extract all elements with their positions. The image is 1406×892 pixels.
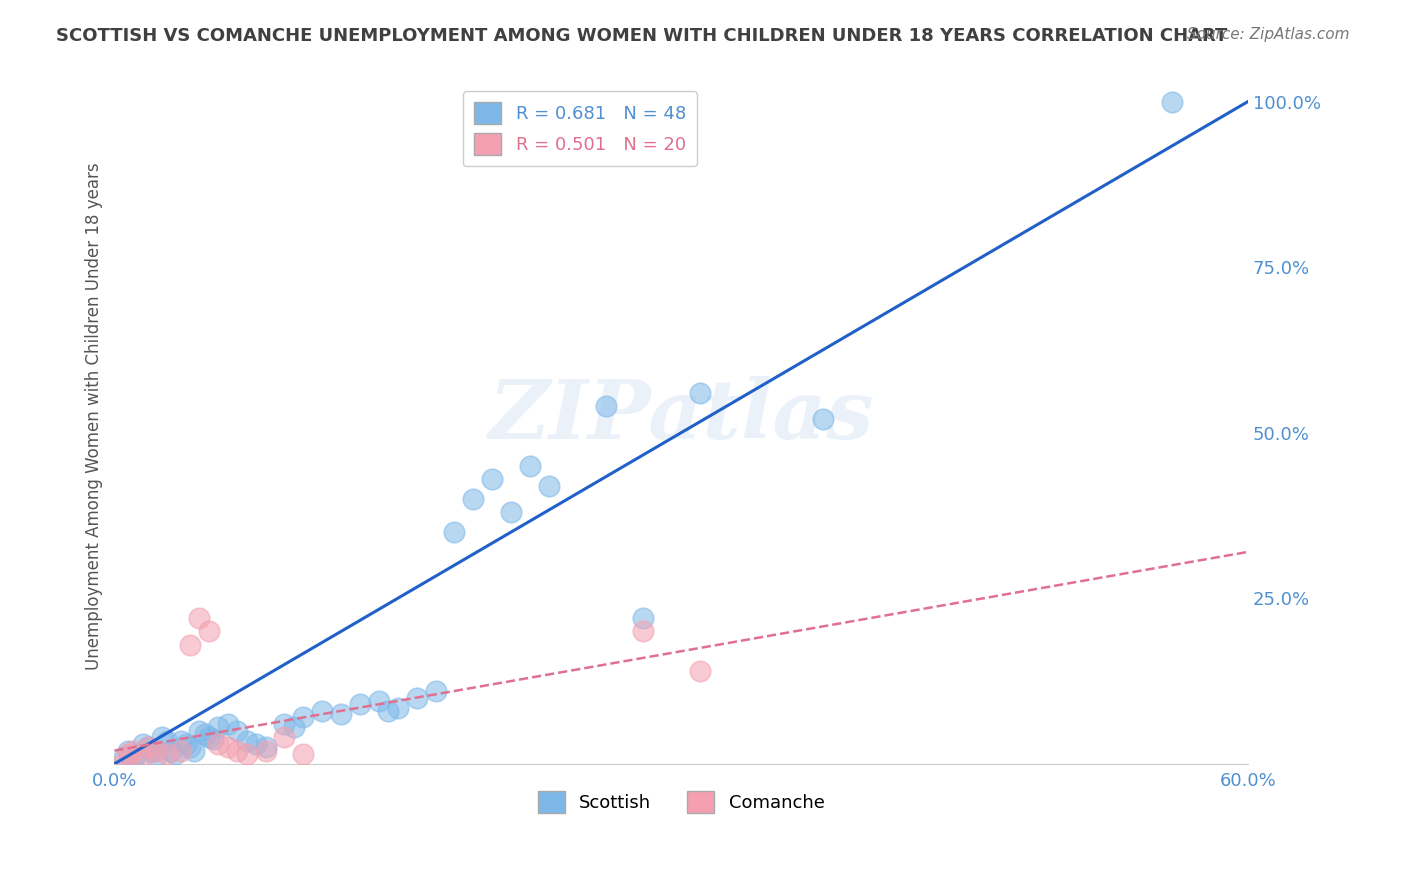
Point	[367, 694, 389, 708]
Point	[217, 740, 239, 755]
Point	[633, 624, 655, 639]
Point	[179, 638, 201, 652]
Point	[501, 505, 523, 519]
Point	[138, 740, 160, 755]
Point	[689, 386, 711, 401]
Point	[537, 479, 560, 493]
Point	[194, 727, 217, 741]
Point	[689, 664, 711, 678]
Point	[235, 733, 257, 747]
Point	[443, 524, 465, 539]
Point	[463, 491, 485, 506]
Point	[145, 743, 167, 757]
Point	[198, 624, 221, 639]
Point	[207, 720, 229, 734]
Point	[519, 458, 541, 473]
Point	[122, 754, 145, 768]
Point	[349, 697, 371, 711]
Y-axis label: Unemployment Among Women with Children Under 18 years: Unemployment Among Women with Children U…	[86, 162, 103, 670]
Point	[292, 747, 315, 761]
Point	[160, 743, 183, 757]
Point	[117, 747, 139, 761]
Point	[207, 737, 229, 751]
Legend: Scottish, Comanche: Scottish, Comanche	[527, 780, 835, 824]
Point	[112, 754, 135, 768]
Point	[245, 737, 267, 751]
Text: ZIPatlas: ZIPatlas	[488, 376, 875, 456]
Point	[132, 737, 155, 751]
Point	[183, 743, 205, 757]
Point	[198, 731, 221, 745]
Point	[273, 731, 295, 745]
Point	[156, 747, 179, 761]
Point	[387, 700, 409, 714]
Point	[117, 743, 139, 757]
Text: Source: ZipAtlas.com: Source: ZipAtlas.com	[1187, 27, 1350, 42]
Point	[138, 740, 160, 755]
Point	[405, 690, 427, 705]
Point	[254, 743, 277, 757]
Point	[217, 717, 239, 731]
Point	[141, 743, 163, 757]
Point	[122, 743, 145, 757]
Point	[226, 723, 249, 738]
Point	[254, 740, 277, 755]
Point	[169, 733, 191, 747]
Point	[145, 750, 167, 764]
Point	[188, 611, 211, 625]
Point	[595, 399, 617, 413]
Point	[481, 472, 503, 486]
Point	[1161, 95, 1184, 109]
Point	[377, 704, 399, 718]
Point	[179, 740, 201, 755]
Point	[292, 710, 315, 724]
Point	[201, 731, 224, 746]
Point	[226, 743, 249, 757]
Point	[235, 747, 257, 761]
Point	[156, 733, 179, 747]
Point	[163, 747, 186, 761]
Point	[283, 720, 305, 734]
Point	[425, 684, 447, 698]
Point	[330, 707, 353, 722]
Point	[112, 750, 135, 764]
Point	[633, 611, 655, 625]
Point	[174, 737, 197, 751]
Point	[150, 731, 173, 745]
Point	[273, 717, 295, 731]
Text: SCOTTISH VS COMANCHE UNEMPLOYMENT AMONG WOMEN WITH CHILDREN UNDER 18 YEARS CORRE: SCOTTISH VS COMANCHE UNEMPLOYMENT AMONG …	[56, 27, 1227, 45]
Point	[125, 747, 148, 761]
Point	[811, 412, 834, 426]
Point	[311, 704, 333, 718]
Point	[132, 750, 155, 764]
Point	[188, 723, 211, 738]
Point	[169, 743, 191, 757]
